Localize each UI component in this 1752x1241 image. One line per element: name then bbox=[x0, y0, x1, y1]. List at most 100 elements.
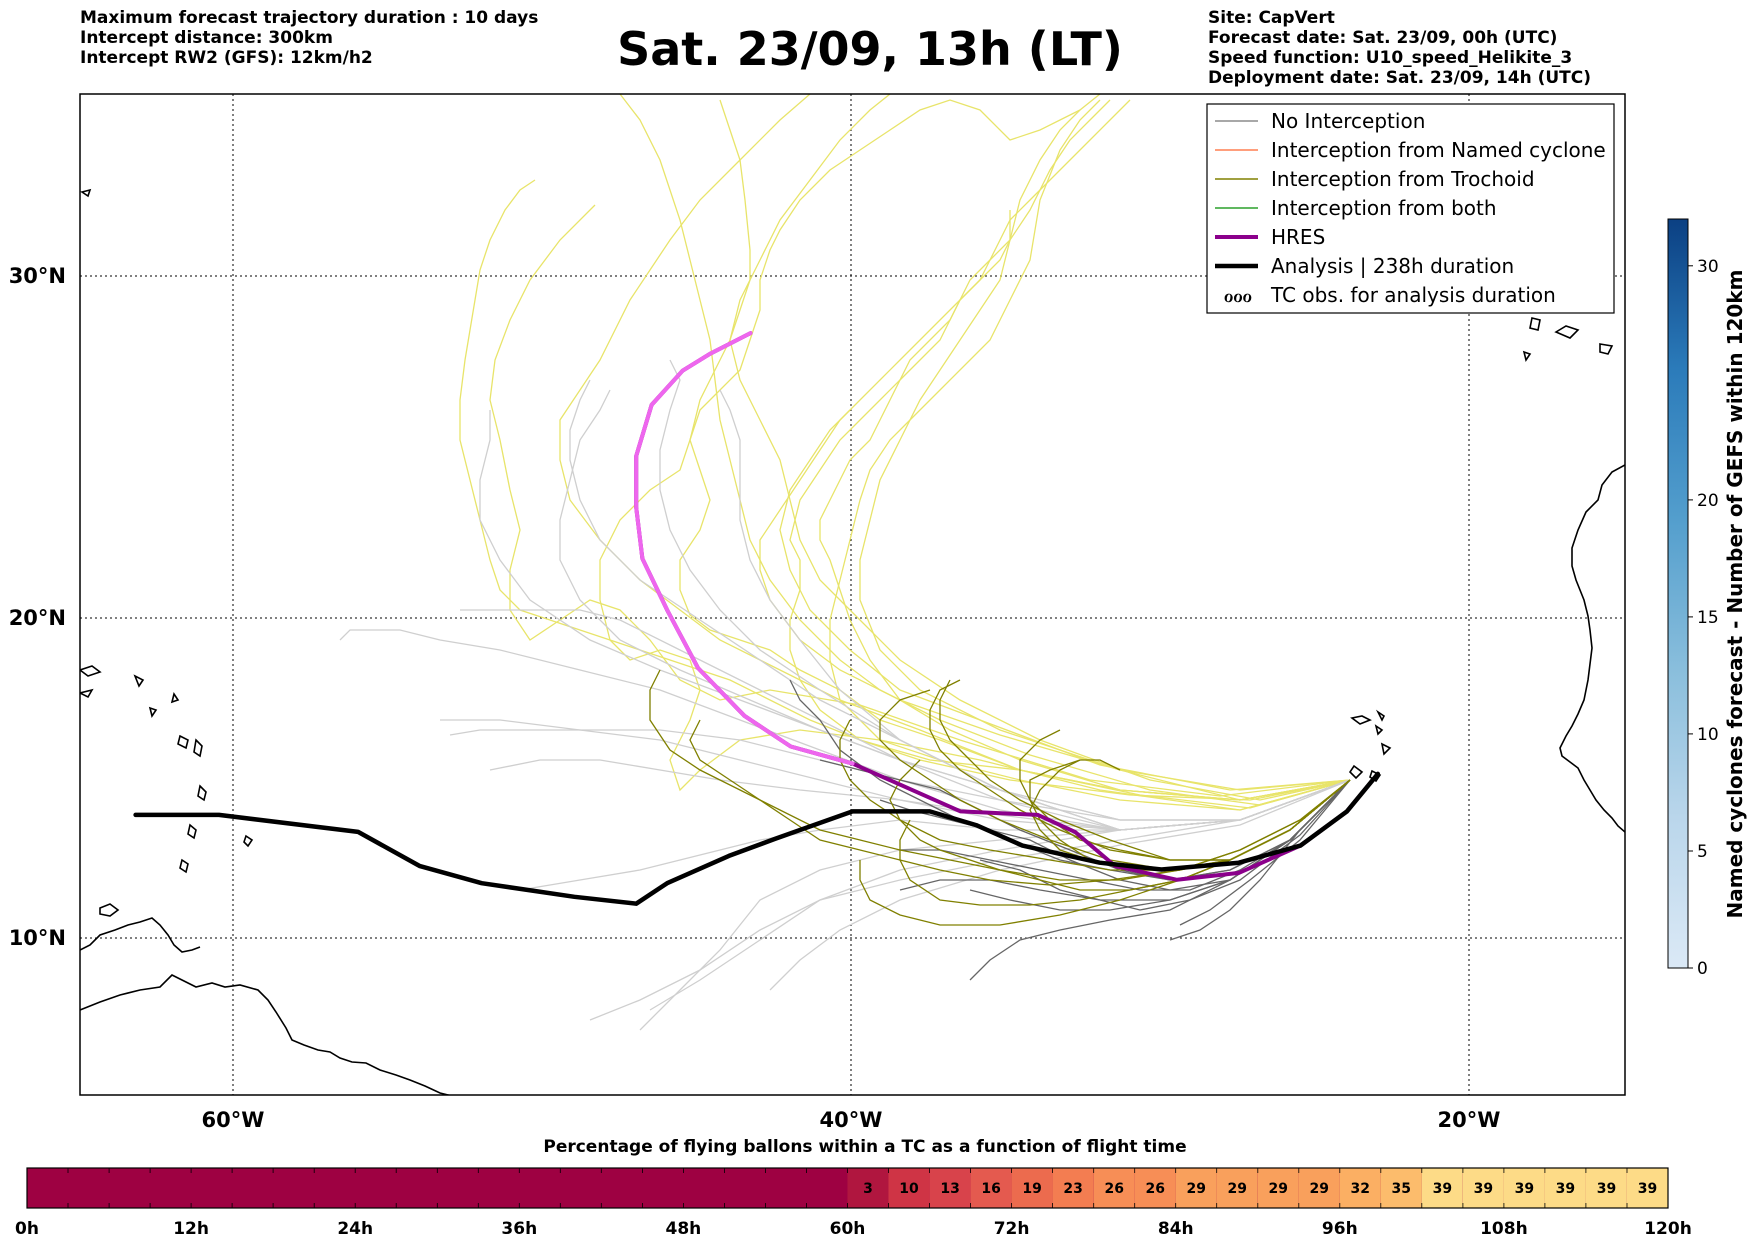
percentage-cell bbox=[1216, 1168, 1258, 1208]
percentage-value: 16 bbox=[981, 1181, 1000, 1197]
x-tick-20w: 20°W bbox=[1438, 1108, 1501, 1132]
colorbar-tick-label: 5 bbox=[1697, 842, 1708, 862]
hour-labels: 0h 12h 24h 36h 48h 60h 72h 84h 96h 108h 120h bbox=[15, 1219, 1692, 1239]
percentage-value: 19 bbox=[1022, 1181, 1041, 1197]
percentage-value: 26 bbox=[1104, 1181, 1123, 1197]
percentage-minor-ticks bbox=[67, 1168, 1628, 1208]
colorbar-tick-label: 30 bbox=[1697, 257, 1719, 277]
percentage-value: 32 bbox=[1351, 1181, 1370, 1197]
legend-label: Interception from both bbox=[1271, 196, 1497, 220]
percentage-value: 39 bbox=[1515, 1181, 1534, 1197]
percentage-cell bbox=[1052, 1168, 1094, 1208]
percentage-value: 23 bbox=[1063, 1181, 1082, 1197]
legend-item-5: HRES bbox=[1215, 225, 1325, 249]
percentage-cell bbox=[1175, 1168, 1217, 1208]
ensemble-trajectories bbox=[339, 94, 1351, 1031]
colorbar-tick-label: 0 bbox=[1697, 959, 1708, 979]
intercept-rw2-text: Intercept RW2 (GFS): 12km/h2 bbox=[80, 48, 373, 68]
deployment-date-text: Deployment date: Sat. 23/09, 14h (UTC) bbox=[1208, 68, 1592, 88]
percentage-cell bbox=[970, 1168, 1012, 1208]
ensemble-yellow-tracks bbox=[459, 94, 1351, 811]
legend-item-2: Interception from Named cyclone bbox=[1215, 138, 1606, 162]
percentage-value: 29 bbox=[1269, 1181, 1288, 1197]
map-frame bbox=[79, 93, 1626, 1096]
x-tick-40w: 40°W bbox=[820, 1108, 883, 1132]
legend-item-1: No Interception bbox=[1215, 109, 1425, 133]
island-cape-verde-5 bbox=[1375, 709, 1386, 722]
hour-label: 96h bbox=[1322, 1219, 1358, 1239]
colorbar-tick-label: 20 bbox=[1697, 491, 1719, 511]
island-lesser-antilles-1 bbox=[193, 738, 203, 758]
y-tick-20n: 20°N bbox=[9, 606, 66, 630]
hour-label: 12h bbox=[173, 1219, 209, 1239]
island-canary-2 bbox=[1554, 325, 1580, 339]
hour-label: 60h bbox=[830, 1219, 866, 1239]
legend-item-7: ℴℴℴ TC obs. for analysis duration bbox=[1224, 283, 1556, 307]
legend-label: Interception from Named cyclone bbox=[1271, 138, 1606, 162]
legend-label: No Interception bbox=[1271, 109, 1425, 133]
hour-label: 0h bbox=[15, 1219, 39, 1239]
island-cape-verde-1 bbox=[1348, 764, 1364, 780]
intercept-distance-text: Intercept distance: 300km bbox=[80, 28, 333, 48]
island-lesser-antilles-4 bbox=[179, 858, 189, 874]
island-small-1 bbox=[80, 688, 94, 699]
percentage-cell bbox=[1339, 1168, 1381, 1208]
island-virgin-islands bbox=[80, 665, 102, 677]
island-cape-verde-6 bbox=[1380, 742, 1392, 756]
percentage-value: 29 bbox=[1310, 1181, 1329, 1197]
colorbar-tick-label: 10 bbox=[1697, 725, 1719, 745]
hour-label: 48h bbox=[666, 1219, 702, 1239]
percentage-value: 13 bbox=[940, 1181, 959, 1197]
coastline-venezuela-coast bbox=[80, 917, 201, 953]
colorbar-gradient bbox=[1667, 218, 1689, 969]
legend-box bbox=[1206, 103, 1615, 314]
percentage-bar: Percentage of flying ballons within a TC… bbox=[15, 1137, 1692, 1239]
main-tracks bbox=[133, 331, 1381, 906]
island-lesser-antilles-3 bbox=[187, 823, 197, 840]
colorbar-title: Named cyclones forecast - Number of GEFS… bbox=[1723, 270, 1747, 919]
y-tick-10n: 10°N bbox=[9, 926, 66, 950]
percentage-cell bbox=[1011, 1168, 1053, 1208]
island-small-3 bbox=[148, 706, 158, 718]
percentage-cell bbox=[1544, 1168, 1586, 1208]
coastline-south-america bbox=[80, 974, 452, 1095]
percentage-value: 39 bbox=[1433, 1181, 1452, 1197]
percentage-value: 39 bbox=[1638, 1181, 1657, 1197]
island-canary-3 bbox=[1599, 343, 1614, 355]
hour-label: 108h bbox=[1480, 1219, 1528, 1239]
legend-tc-obs-symbol: ℴℴℴ bbox=[1224, 283, 1252, 307]
percentage-bar-title: Percentage of flying ballons within a TC… bbox=[543, 1137, 1186, 1157]
percentage-cell bbox=[888, 1168, 930, 1208]
speed-function-text: Speed function: U10_speed_Helikite_3 bbox=[1208, 48, 1573, 68]
percentage-value: 3 bbox=[863, 1181, 873, 1197]
hour-label: 120h bbox=[1644, 1219, 1692, 1239]
colorbar-ticks: 0 5 10 15 20 30 bbox=[1688, 257, 1719, 979]
header-info-right: Site: CapVert Forecast date: Sat. 23/09,… bbox=[1208, 8, 1591, 88]
coastlines bbox=[80, 188, 1625, 1095]
percentage-value: 35 bbox=[1392, 1181, 1411, 1197]
x-tick-60w: 60°W bbox=[202, 1108, 265, 1132]
max-duration-text: Maximum forecast trajectory duration : 1… bbox=[80, 8, 539, 28]
hour-label: 24h bbox=[337, 1219, 373, 1239]
island-cape-verde-4 bbox=[1374, 724, 1384, 736]
island-small-4 bbox=[170, 692, 180, 704]
percentage-cell bbox=[1627, 1168, 1668, 1208]
forecast-date-text: Forecast date: Sat. 23/09, 00h (UTC) bbox=[1208, 28, 1558, 48]
hres-track-extension bbox=[634, 331, 855, 766]
y-tick-30n: 30°N bbox=[9, 264, 66, 288]
site-text: Site: CapVert bbox=[1208, 8, 1335, 28]
percentage-cell bbox=[1093, 1168, 1135, 1208]
percentage-value: 29 bbox=[1227, 1181, 1246, 1197]
ensemble-lightgrey-tracks bbox=[339, 359, 1351, 1031]
legend-label: Analysis | 238h duration bbox=[1271, 254, 1514, 278]
island-barbados bbox=[243, 834, 254, 848]
percentage-value: 29 bbox=[1186, 1181, 1205, 1197]
percentage-cell bbox=[1134, 1168, 1176, 1208]
legend-item-6: Analysis | 238h duration bbox=[1215, 254, 1514, 278]
percentage-cell bbox=[847, 1168, 889, 1208]
colorbar-tick-label: 15 bbox=[1697, 608, 1719, 628]
legend-label: Interception from Trochoid bbox=[1271, 167, 1535, 191]
coastline-africa bbox=[1559, 464, 1625, 833]
legend-item-4: Interception from both bbox=[1215, 196, 1497, 220]
